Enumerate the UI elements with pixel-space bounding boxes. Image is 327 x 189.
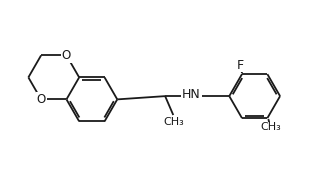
Text: CH₃: CH₃ — [260, 122, 281, 132]
Text: HN: HN — [182, 88, 200, 101]
Text: CH₃: CH₃ — [164, 117, 184, 126]
Text: F: F — [237, 59, 244, 71]
Text: O: O — [62, 49, 71, 62]
Text: O: O — [36, 93, 46, 106]
